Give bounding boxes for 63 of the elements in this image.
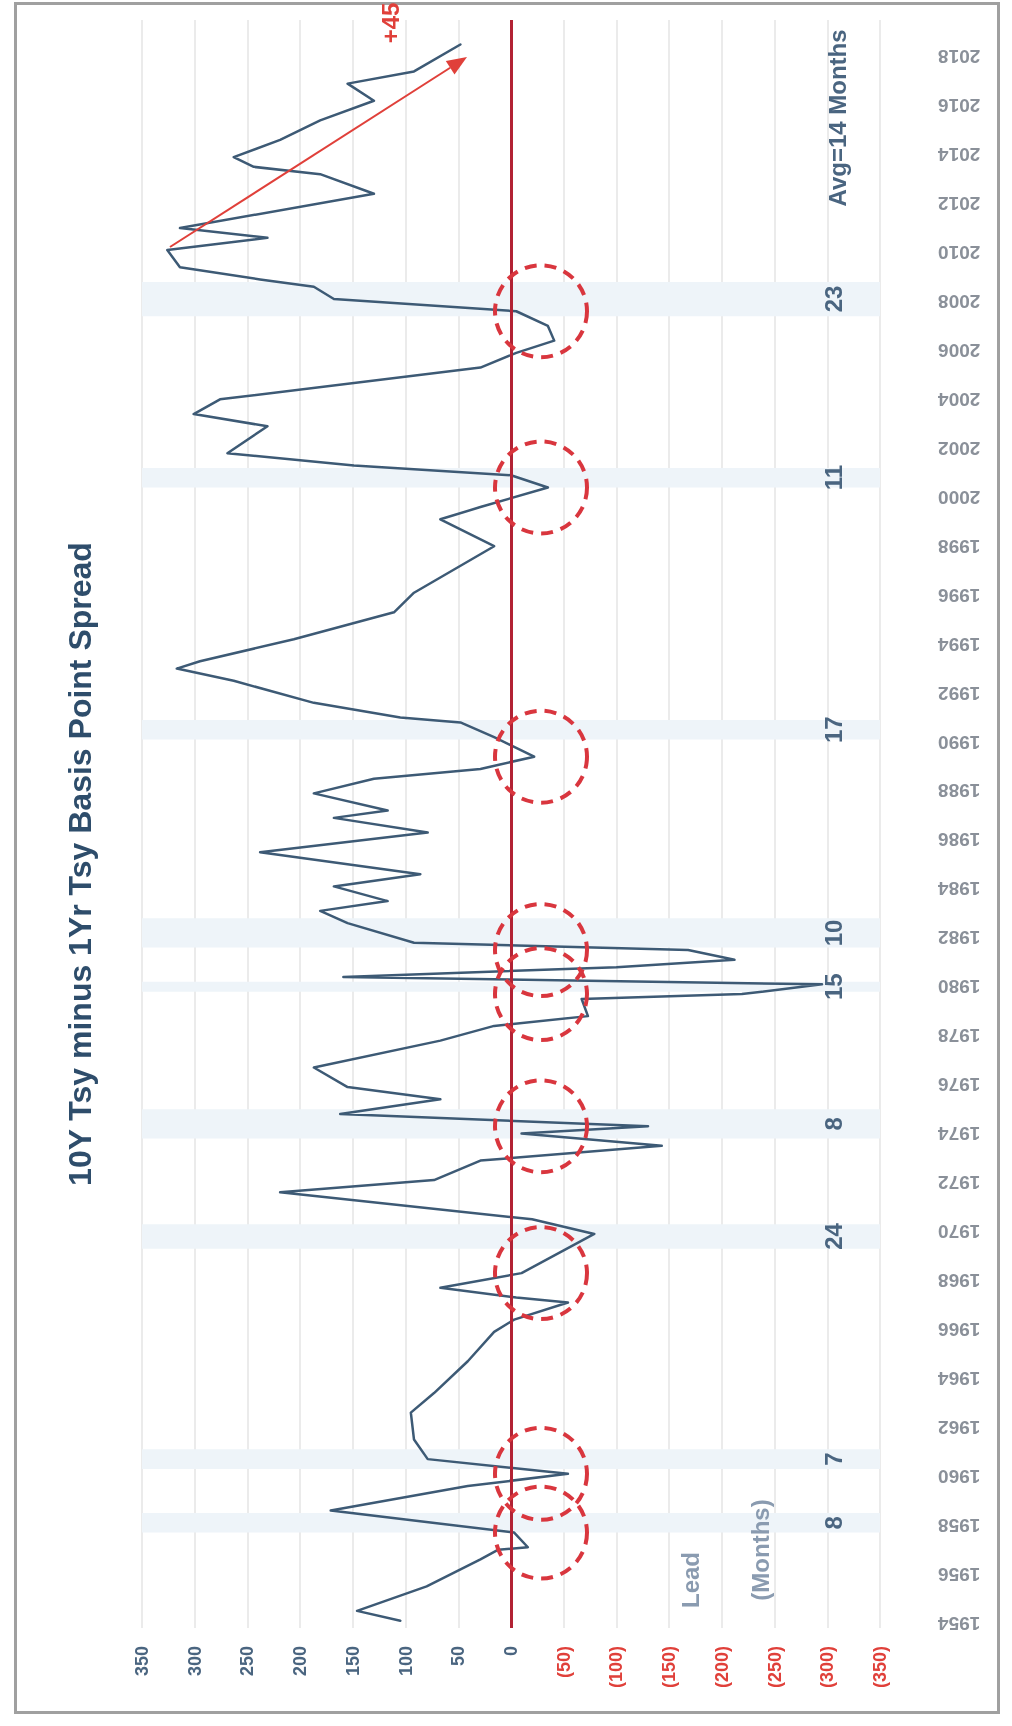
y-tick-label: 1996 [938, 584, 981, 606]
annotation: 10 [819, 919, 847, 947]
y-tick-label: 1958 [938, 1514, 981, 1536]
annotation: 8 [819, 1516, 847, 1530]
y-tick-label: 1990 [938, 731, 981, 753]
y-tick-label: 1976 [938, 1074, 981, 1096]
x-tick-label: 200 [290, 1646, 311, 1677]
annotation: 15 [819, 973, 847, 1001]
y-tick-label: 1966 [938, 1318, 981, 1340]
x-tick-label: 150 [342, 1646, 363, 1677]
y-tick-label: 1956 [938, 1563, 981, 1585]
y-tick-label: 2006 [938, 339, 981, 361]
y-tick-label: 2010 [938, 242, 981, 264]
line-series [166, 43, 824, 1622]
y-tick-label: 1994 [937, 633, 981, 655]
y-tick-label: 1970 [938, 1221, 981, 1243]
y-tick-label: 1960 [938, 1465, 981, 1487]
annotation: 23 [819, 285, 847, 313]
annotation: 11 [819, 464, 847, 491]
annotation: 7 [819, 1452, 847, 1466]
y-tick-label: 1984 [937, 878, 981, 900]
x-tick-label: (200) [711, 1646, 732, 1689]
y-tick-label: 1980 [938, 976, 981, 998]
y-tick-label: 1954 [937, 1612, 981, 1634]
y-tick-label: 1998 [938, 535, 981, 557]
text: 10Y Tsy minus 1Yr Tsy Basis Point Spread [62, 542, 98, 1186]
y-tick-label: 2012 [938, 193, 981, 215]
y-tick-label: 1968 [938, 1269, 981, 1291]
y-tick-label: 2002 [938, 437, 981, 459]
y-tick-label: 1982 [938, 927, 981, 949]
x-tick-label: (350) [870, 1646, 890, 1689]
y-tick-label: 1964 [937, 1367, 981, 1389]
y-tick-label: 2008 [938, 290, 981, 312]
annotation: Lead [676, 1551, 704, 1609]
y-tick-label: 1978 [938, 1025, 981, 1047]
annotation: 24 [819, 1222, 847, 1250]
y-tick-label: 1974 [937, 1123, 981, 1145]
y-tick-label: 2018 [938, 46, 981, 68]
y-tick-label: 1988 [938, 780, 981, 802]
x-tick-label: (300) [817, 1646, 838, 1689]
annotation: 8 [819, 1117, 847, 1131]
x-tick-label: (100) [606, 1646, 627, 1689]
y-tick-label: 2000 [938, 486, 981, 508]
annotation: (Months) [746, 1499, 774, 1601]
y-tick-label: 2004 [937, 388, 981, 410]
x-tick-label: 100 [395, 1646, 416, 1677]
y-tick-label: 2016 [938, 95, 981, 117]
x-tick-label: 300 [184, 1646, 205, 1677]
x-tick-label: (50) [553, 1646, 574, 1679]
annotation: Avg=14 Months [823, 29, 851, 207]
annotation: +45 [376, 2, 404, 44]
y-tick-label: 1992 [938, 682, 981, 704]
x-tick-label: (250) [764, 1646, 785, 1689]
y-tick-label: 1962 [938, 1416, 981, 1438]
x-tick-label: 50 [448, 1646, 469, 1667]
annotation: 17 [819, 716, 847, 744]
x-tick-label: 0 [501, 1646, 521, 1657]
x-tick-label: 250 [237, 1646, 258, 1677]
y-tick-label: 1972 [938, 1172, 981, 1194]
y-tick-label: 1986 [938, 829, 981, 851]
y-tick-label: 2014 [937, 144, 981, 166]
x-tick-label: (150) [659, 1646, 680, 1689]
x-tick-label: 350 [132, 1646, 152, 1677]
